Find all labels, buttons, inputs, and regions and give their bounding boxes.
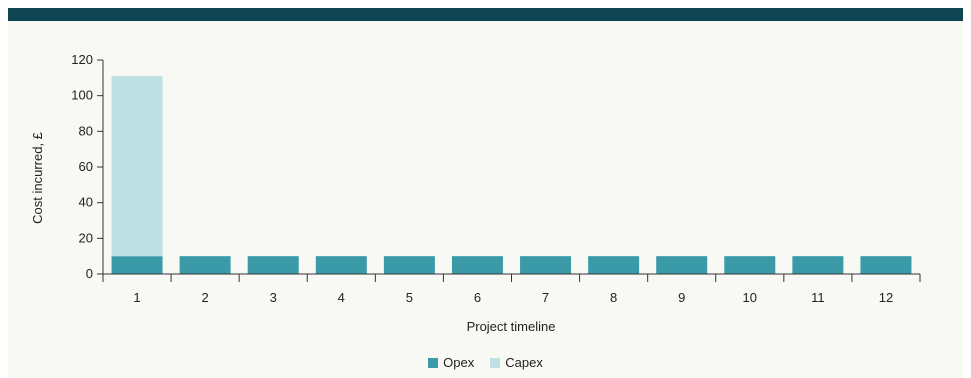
capex-swatch: [490, 357, 501, 368]
bar-opex-10: [724, 256, 776, 274]
bar-opex-3: [247, 256, 299, 274]
x-tick-label-4: 4: [338, 290, 345, 305]
x-tick-label-3: 3: [270, 290, 277, 305]
legend: Opex Capex: [0, 355, 971, 370]
bar-opex-11: [792, 256, 844, 274]
y-tick-label-20: 20: [79, 230, 93, 245]
x-tick-label-5: 5: [406, 290, 413, 305]
y-tick-label-120: 120: [71, 52, 93, 67]
bar-opex-8: [588, 256, 640, 274]
bar-opex-5: [383, 256, 435, 274]
x-tick-label-6: 6: [474, 290, 481, 305]
y-tick-label-80: 80: [79, 123, 93, 138]
bar-capex-1: [111, 76, 163, 257]
bar-opex-12: [860, 256, 912, 274]
x-tick-label-7: 7: [542, 290, 549, 305]
y-tick-label-0: 0: [86, 266, 93, 281]
opex-swatch: [428, 357, 439, 368]
y-tick-label-40: 40: [79, 195, 93, 210]
bar-opex-1: [111, 256, 163, 274]
y-axis-title: Cost incurred, £: [30, 131, 45, 224]
y-tick-label-100: 100: [71, 88, 93, 103]
x-tick-label-2: 2: [202, 290, 209, 305]
x-tick-label-1: 1: [133, 290, 140, 305]
bar-opex-2: [179, 256, 231, 274]
legend-item-capex: Capex: [490, 355, 543, 370]
legend-item-opex: Opex: [428, 355, 474, 370]
legend-label-capex: Capex: [505, 355, 543, 370]
x-tick-label-10: 10: [743, 290, 757, 305]
x-tick-label-11: 11: [811, 290, 825, 305]
x-tick-label-12: 12: [879, 290, 893, 305]
bar-opex-4: [315, 256, 367, 274]
chart-panel: [8, 8, 963, 378]
bar-opex-7: [520, 256, 572, 274]
x-axis-title: Project timeline: [467, 319, 556, 334]
legend-label-opex: Opex: [443, 355, 475, 370]
y-tick-label-60: 60: [79, 159, 93, 174]
x-tick-label-8: 8: [610, 290, 617, 305]
bar-opex-9: [656, 256, 708, 274]
x-tick-label-9: 9: [678, 290, 685, 305]
header-bar: [8, 8, 963, 21]
bar-opex-6: [451, 256, 503, 274]
